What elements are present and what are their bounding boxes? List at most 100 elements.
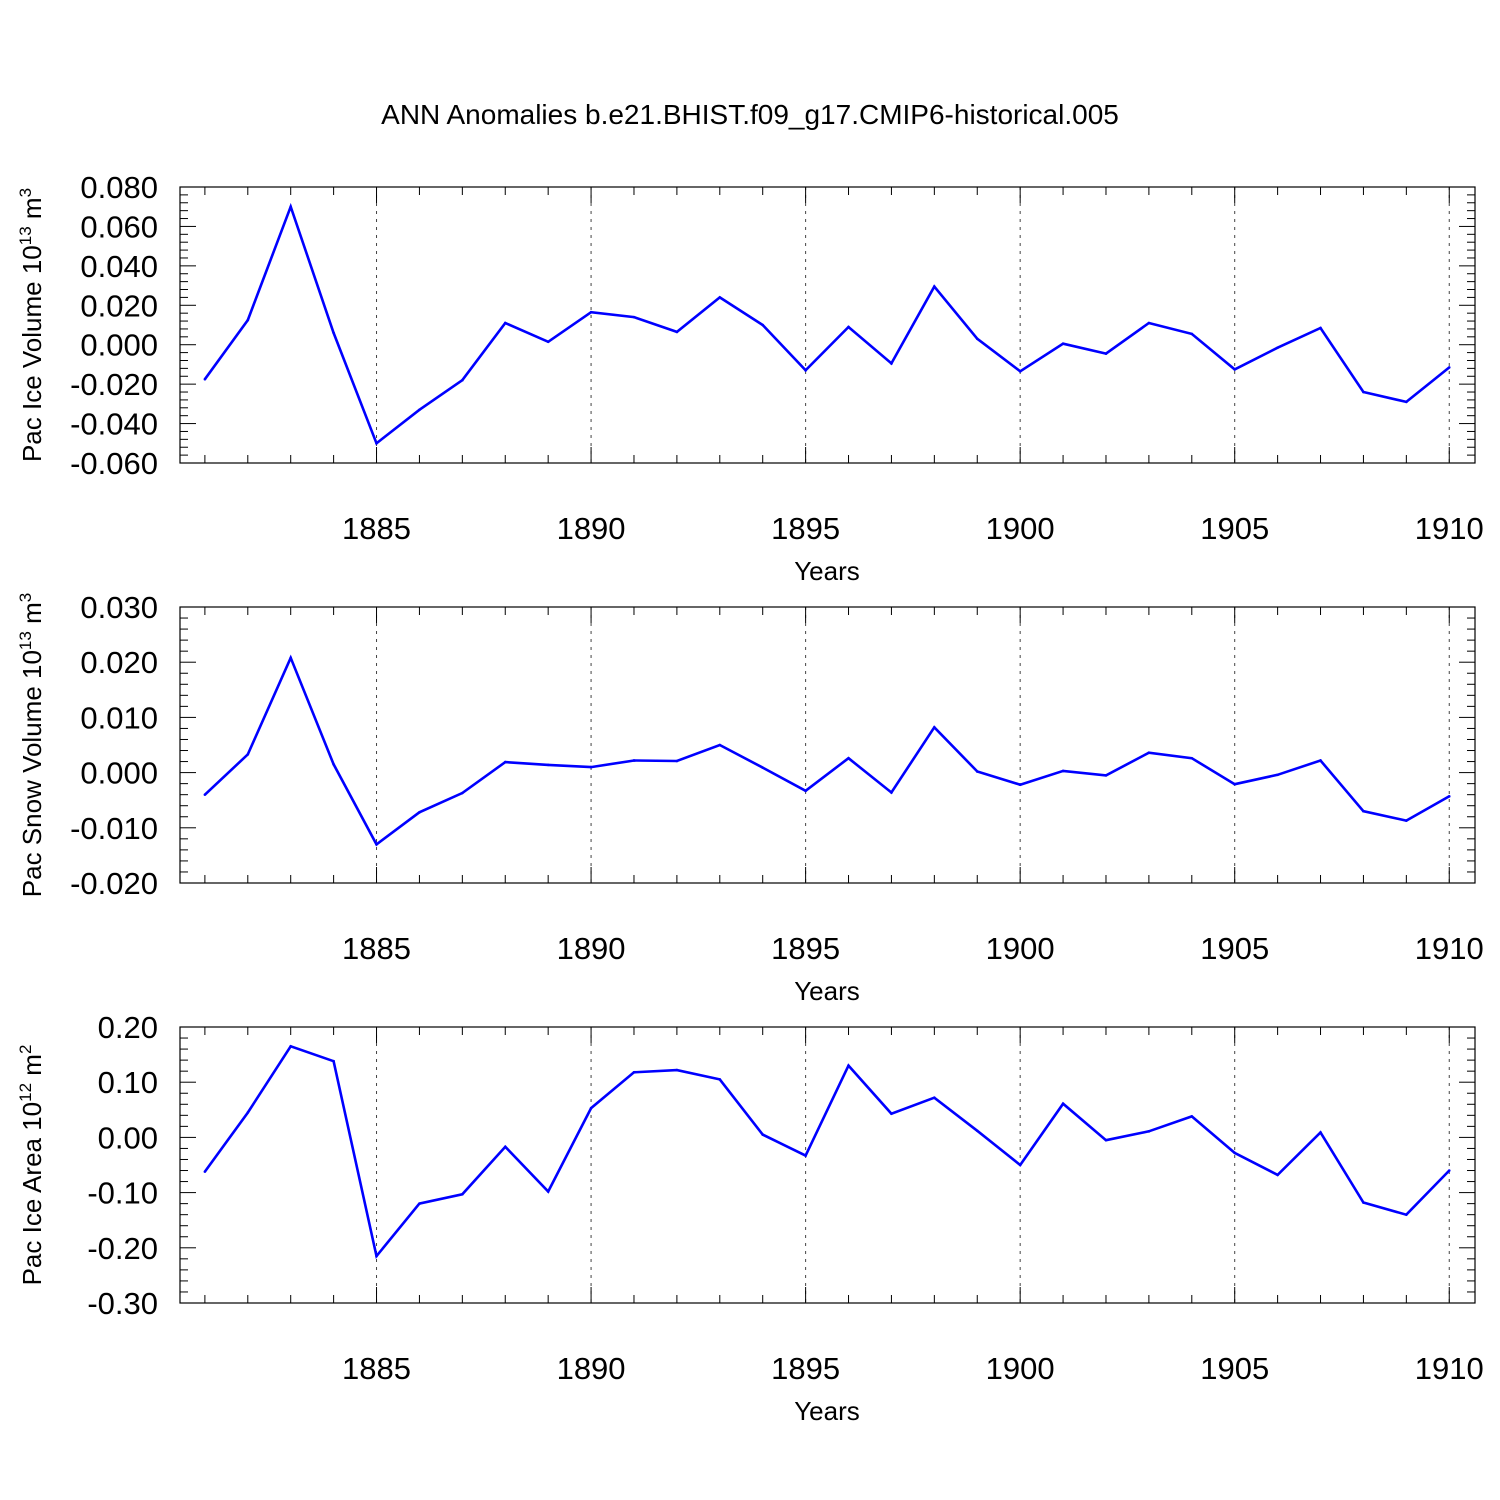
y-axis-label-ylabel-unit-exp: 2 <box>16 1045 35 1054</box>
panels: -0.060 -0.040 -0.020 0.000 0.020 0.040 0.060 0.… <box>16 170 1484 1426</box>
plot-frame <box>179 606 1476 884</box>
data-point <box>1319 326 1322 330</box>
x-tick-label: 1890 <box>557 931 626 966</box>
data-point <box>461 378 464 382</box>
x-tick-label: 1905 <box>1200 511 1269 546</box>
data-point <box>589 1106 593 1110</box>
chart-panel-2: -0.020 -0.010 0.000 0.010 0.020 0.030 1885 1890… <box>16 590 1484 1006</box>
data-point <box>203 1170 207 1173</box>
data-point <box>1104 1138 1108 1142</box>
data-point <box>461 1192 464 1196</box>
data-point <box>546 340 550 344</box>
y-axis-label-ylabel-exp: 13 <box>16 226 35 245</box>
x-tick-label: 1910 <box>1415 931 1484 966</box>
data-point <box>975 770 979 773</box>
x-tick-label: 1890 <box>557 1351 626 1386</box>
data-point <box>718 743 722 747</box>
data-point <box>933 726 936 729</box>
x-tick-label: 1885 <box>342 511 411 546</box>
data-point <box>1190 1115 1194 1118</box>
data-point <box>890 362 893 365</box>
data-point <box>375 1254 378 1258</box>
x-axis-label: Years <box>794 976 860 1006</box>
y-tick-label: 0.00 <box>98 1120 158 1155</box>
y-tick-label: 0.060 <box>80 209 158 244</box>
data-point <box>975 1129 979 1133</box>
y-tick-label: 0.040 <box>80 249 158 284</box>
data-point <box>933 285 936 288</box>
y-axis-label: Pac Ice Volume 1013 m3 <box>16 188 47 462</box>
y-axis-label-ylabel-main: Pac Ice Volume 10 <box>17 245 47 462</box>
y-tick-label: 0.20 <box>98 1010 158 1045</box>
y-axis-label: Pac Snow Volume 1013 m3 <box>16 593 47 897</box>
data-point <box>804 1154 807 1157</box>
data-point <box>1362 809 1365 813</box>
data-point <box>761 766 765 769</box>
data-point <box>375 843 378 846</box>
data-point <box>1233 1151 1237 1155</box>
y-tick-label: 0.030 <box>80 590 158 625</box>
figure-title: ANN Anomalies b.e21.BHIST.f09_g17.CMIP6-… <box>381 99 1119 130</box>
data-point <box>1233 368 1237 371</box>
x-tick-label: 1905 <box>1200 1351 1269 1386</box>
data-point <box>332 1059 335 1063</box>
data-point <box>332 331 335 335</box>
x-tick-label: 1900 <box>986 511 1055 546</box>
x-tick-label: 1910 <box>1415 1351 1484 1386</box>
data-point <box>375 441 378 445</box>
data-point <box>1447 366 1451 369</box>
data-point <box>1018 1163 1022 1167</box>
data-point <box>503 321 507 325</box>
data-point <box>632 315 636 319</box>
x-tick-label: 1885 <box>342 1351 411 1386</box>
data-point <box>761 1133 765 1136</box>
data-point <box>632 1070 636 1074</box>
x-tick-label: 1895 <box>771 1351 840 1386</box>
x-tick-label: 1885 <box>342 931 411 966</box>
data-point <box>761 323 765 327</box>
y-axis-label: Pac Ice Area 1012 m2 <box>16 1045 47 1286</box>
x-tick-label: 1895 <box>771 931 840 966</box>
y-axis-label-ylabel-unit: m <box>17 1054 47 1083</box>
data-point <box>289 1045 293 1048</box>
data-point <box>1319 1131 1322 1134</box>
data-point <box>804 369 807 372</box>
y-tick-label: 0.000 <box>80 756 158 791</box>
data-point <box>1061 769 1065 773</box>
chart-panel-1: -0.060 -0.040 -0.020 0.000 0.020 0.040 0.060 0.… <box>16 170 1484 586</box>
y-tick-label: -0.020 <box>70 367 158 402</box>
y-axis-label-ylabel-unit-exp: 3 <box>16 593 35 602</box>
data-point <box>847 1064 850 1067</box>
data-point <box>718 1078 722 1081</box>
data-point <box>933 1096 936 1099</box>
data-point <box>589 310 593 314</box>
data-point <box>1061 342 1065 346</box>
plot-frame <box>179 1026 1476 1304</box>
y-tick-label: -0.010 <box>70 811 158 846</box>
y-tick-label: -0.20 <box>87 1231 158 1266</box>
data-point <box>1405 1213 1408 1216</box>
y-tick-label: -0.10 <box>87 1176 158 1211</box>
data-point <box>1190 756 1194 760</box>
data-point <box>1147 321 1151 325</box>
data-point <box>546 1190 550 1193</box>
data-point <box>890 1112 893 1115</box>
data-point <box>1147 751 1151 755</box>
plot-frame <box>179 186 1476 464</box>
data-point <box>1233 782 1237 786</box>
series-line <box>203 202 1451 446</box>
data-point <box>1362 1201 1365 1204</box>
data-point <box>1447 795 1451 798</box>
data-point <box>418 1202 421 1205</box>
data-point <box>461 791 464 795</box>
y-axis-label-ylabel-main: Pac Ice Area 10 <box>17 1102 47 1286</box>
data-point <box>675 1068 679 1072</box>
chart-panel-3: -0.30 -0.20 -0.10 0.00 0.10 0.20 1885 1890 1895 1… <box>16 1010 1484 1426</box>
data-point <box>418 408 421 412</box>
y-axis-label-ylabel-unit: m <box>17 602 47 631</box>
data-point <box>203 377 207 381</box>
y-tick-label: -0.040 <box>70 407 158 442</box>
data-point <box>975 337 979 341</box>
data-point <box>1061 1102 1065 1106</box>
